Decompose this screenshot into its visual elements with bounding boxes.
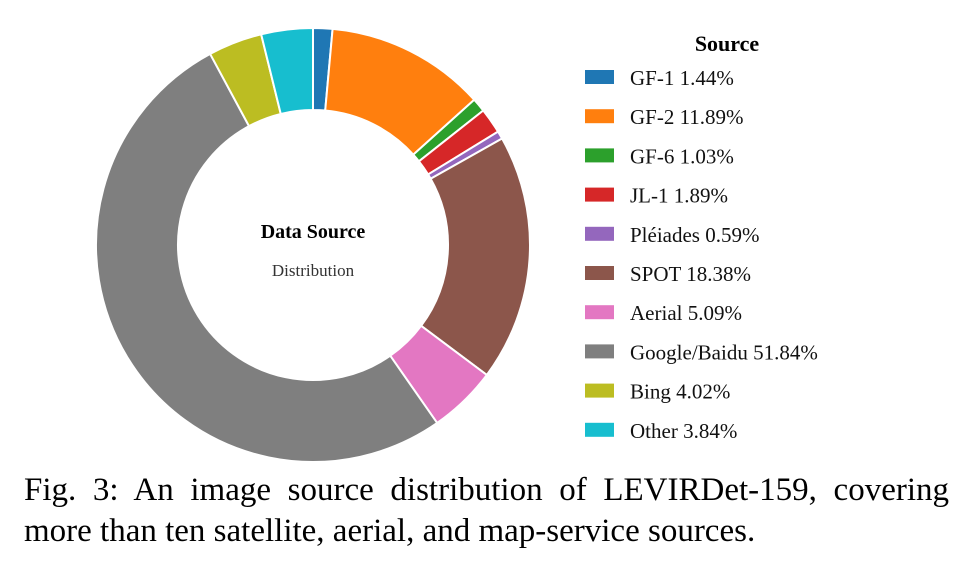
figure-caption: Fig. 3: An image source distribution of … bbox=[24, 470, 949, 552]
legend-label-jl-1: JL-1 1.89% bbox=[630, 184, 728, 208]
donut-chart: Data Source Distribution Source GF-1 1.4… bbox=[95, 26, 818, 463]
legend-swatch-gf-1 bbox=[585, 70, 614, 84]
legend-swatch-google-baidu bbox=[585, 344, 614, 359]
legend-label-bing: Bing 4.02% bbox=[630, 380, 730, 404]
legend-label-gf-6: GF-6 1.03% bbox=[630, 144, 734, 168]
legend-label-gf-2: GF-2 11.89% bbox=[630, 105, 744, 129]
legend-swatch-jl-1 bbox=[585, 187, 614, 202]
caption-line-1: Fig. 3: An image source distribution of … bbox=[24, 472, 949, 508]
legend-swatch-other bbox=[585, 422, 614, 437]
legend-label-spot: SPOT 18.38% bbox=[630, 262, 751, 286]
legend: GF-1 1.44% GF-2 11.89% GF-6 1.03% JL-1 1.89… bbox=[585, 66, 818, 443]
legend-swatch-gf-2 bbox=[585, 109, 614, 124]
slice-google-baidu bbox=[95, 52, 439, 463]
donut-slices bbox=[95, 26, 531, 463]
legend-swatch-aerial bbox=[585, 305, 614, 320]
caption-line-2: more than ten satellite, aerial, and map… bbox=[24, 513, 756, 549]
legend-swatch-spot bbox=[585, 266, 614, 280]
slice-other bbox=[259, 26, 314, 116]
center-subtitle: Distribution bbox=[272, 261, 355, 280]
legend-title: Source bbox=[695, 31, 760, 56]
legend-swatch-gf-6 bbox=[585, 148, 614, 163]
legend-swatch-pl-iades bbox=[585, 226, 614, 241]
center-title: Data Source bbox=[261, 221, 366, 243]
legend-label-other: Other 3.84% bbox=[630, 419, 737, 443]
legend-swatch-bing bbox=[585, 383, 614, 398]
legend-label-aerial: Aerial 5.09% bbox=[630, 301, 742, 325]
legend-label-google-baidu: Google/Baidu 51.84% bbox=[630, 340, 818, 364]
legend-label-gf-1: GF-1 1.44% bbox=[630, 66, 734, 90]
legend-label-pl-iades: Pléiades 0.59% bbox=[630, 223, 759, 247]
